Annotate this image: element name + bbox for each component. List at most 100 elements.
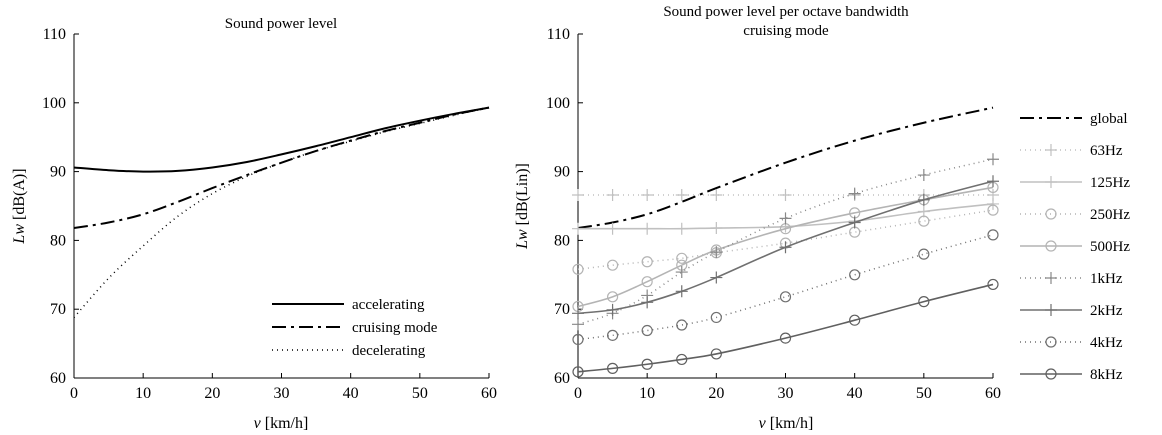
series-line-8khz bbox=[577, 283, 994, 373]
legend-item-250hz: 250Hz bbox=[1020, 207, 1130, 223]
x-tick-label: 20 bbox=[204, 385, 220, 402]
data-point-63hz bbox=[675, 188, 688, 201]
data-point-4khz bbox=[572, 333, 584, 346]
x-axis-label-var: v bbox=[254, 415, 262, 432]
y-tick-label: 60 bbox=[554, 370, 570, 387]
x-tick-label: 50 bbox=[916, 385, 932, 402]
legend-label: 2kHz bbox=[1090, 303, 1123, 319]
legend-label: accelerating bbox=[352, 297, 425, 313]
data-point-250hz bbox=[606, 259, 619, 271]
data-point-2khz bbox=[779, 241, 792, 254]
y-tick-label: 90 bbox=[50, 164, 66, 181]
data-point-2khz bbox=[848, 216, 861, 229]
x-axis-label-var: v bbox=[759, 415, 767, 432]
data-point-1khz bbox=[917, 169, 930, 182]
series-2khz bbox=[572, 175, 999, 320]
y-tick-label: 100 bbox=[42, 95, 66, 112]
axes: 0 10 20 30 40 50 60 60 70 80 90 100 110 bbox=[42, 26, 497, 402]
data-point-250hz bbox=[918, 215, 930, 227]
x-tick-label: 10 bbox=[639, 385, 655, 402]
data-point-250hz bbox=[987, 204, 999, 216]
legend-label: decelerating bbox=[352, 343, 426, 359]
series-line-250hz bbox=[577, 209, 994, 271]
data-point-1khz bbox=[572, 318, 584, 331]
series-line-cruising-mode bbox=[73, 106, 490, 230]
x-tick-label: 40 bbox=[847, 385, 863, 402]
data-point-63hz bbox=[572, 188, 584, 201]
legend-marker bbox=[1045, 176, 1057, 188]
y-tick-label: 70 bbox=[50, 301, 66, 318]
y-axis-label-unit: [dB(Lin)] bbox=[514, 163, 531, 225]
x-tick-label: 40 bbox=[343, 385, 359, 402]
legend-label: 500Hz bbox=[1090, 239, 1130, 255]
y-axis-label-var: Lw bbox=[514, 229, 531, 250]
legend-label: 125Hz bbox=[1090, 175, 1130, 191]
y-tick-label: 80 bbox=[554, 232, 570, 249]
x-axis-label-unit: [km/h] bbox=[770, 415, 814, 432]
y-tick-label: 110 bbox=[43, 26, 66, 43]
series-line-125hz bbox=[577, 203, 994, 230]
x-axis-label-unit: [km/h] bbox=[265, 415, 309, 432]
chart-title: Sound power level per octave bandwidth bbox=[663, 4, 909, 20]
series-decelerating bbox=[73, 106, 490, 318]
series-accelerating bbox=[73, 106, 490, 173]
data-point-8khz bbox=[641, 358, 653, 370]
legend-item-cruising-mode: cruising mode bbox=[272, 320, 438, 336]
data-point-4khz bbox=[779, 291, 792, 303]
legend-label: 4kHz bbox=[1090, 335, 1123, 351]
axes: 0 10 20 30 40 50 60 60 70 80 90 100 110 bbox=[546, 26, 1001, 402]
data-point-2khz bbox=[917, 193, 930, 206]
series-global bbox=[577, 106, 994, 230]
series-line-2khz bbox=[577, 180, 994, 315]
data-point-8khz bbox=[606, 362, 619, 374]
legend-item-2khz: 2kHz bbox=[1020, 303, 1123, 319]
data-point-2khz bbox=[987, 175, 999, 188]
data-point-63hz bbox=[779, 188, 792, 201]
x-tick-label: 30 bbox=[274, 385, 290, 402]
series-63hz bbox=[572, 188, 999, 201]
chart-sound-power-level: Sound power level 0 10 20 30 40 50 60 60 70 80 90 1… bbox=[11, 16, 497, 432]
x-tick-label: 10 bbox=[135, 385, 151, 402]
data-point-8khz bbox=[710, 348, 722, 360]
legend-marker bbox=[1045, 304, 1057, 316]
data-point-125hz bbox=[917, 205, 930, 218]
legend-item-63hz: 63Hz bbox=[1020, 143, 1123, 159]
legend-label: 250Hz bbox=[1090, 207, 1130, 223]
y-axis-label: Lw [dB(Lin)] bbox=[514, 163, 531, 250]
data-point-4khz bbox=[606, 329, 619, 341]
y-axis-label-var: Lw bbox=[11, 224, 28, 245]
series-group bbox=[572, 106, 999, 378]
series-8khz bbox=[572, 278, 999, 378]
legend-item-500hz: 500Hz bbox=[1020, 239, 1130, 255]
chart-octave-bandwidth: Sound power level per octave bandwidth c… bbox=[514, 4, 1130, 432]
legend-item-125hz: 125Hz bbox=[1020, 175, 1130, 191]
legend-item-1khz: 1kHz bbox=[1020, 271, 1123, 287]
series-line-decelerating bbox=[73, 106, 490, 318]
data-point-8khz bbox=[849, 314, 861, 326]
legend-item-8khz: 8kHz bbox=[1020, 367, 1123, 383]
legend-item-global: global bbox=[1020, 111, 1128, 127]
series-cruising-mode bbox=[73, 106, 490, 230]
chart-title: Sound power level bbox=[225, 16, 337, 32]
legend-label: 1kHz bbox=[1090, 271, 1123, 287]
data-point-4khz bbox=[641, 324, 653, 337]
data-point-63hz bbox=[606, 188, 619, 201]
data-point-8khz bbox=[918, 296, 930, 308]
data-point-1khz bbox=[779, 212, 792, 225]
x-tick-label: 60 bbox=[481, 385, 497, 402]
y-tick-label: 60 bbox=[50, 370, 66, 387]
y-axis-label: Lw [dB(A)] bbox=[11, 168, 28, 244]
series-4khz bbox=[572, 229, 999, 346]
x-tick-label: 0 bbox=[70, 385, 78, 402]
data-point-4khz bbox=[918, 248, 930, 260]
data-point-2khz bbox=[641, 296, 654, 309]
data-point-63hz bbox=[710, 188, 723, 201]
legend-item-decelerating: decelerating bbox=[272, 343, 426, 359]
data-point-8khz bbox=[987, 278, 999, 291]
y-tick-label: 100 bbox=[546, 95, 570, 112]
legend: accelerating cruising mode decelerating bbox=[272, 297, 438, 359]
x-axis-label: v [km/h] bbox=[254, 415, 309, 432]
x-axis-label: v [km/h] bbox=[759, 415, 814, 432]
data-point-8khz bbox=[572, 366, 584, 378]
data-point-125hz bbox=[572, 222, 584, 235]
